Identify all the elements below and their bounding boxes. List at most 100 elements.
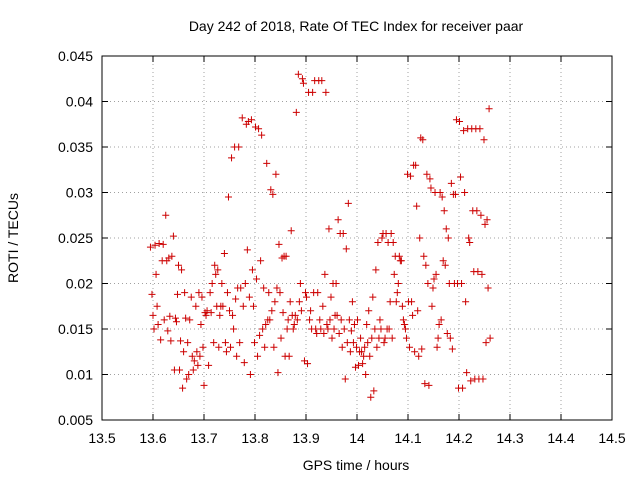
data-point (332, 280, 340, 287)
data-point (290, 320, 298, 328)
data-point (293, 316, 301, 324)
data-point (205, 361, 213, 369)
data-point (208, 280, 216, 287)
data-point (399, 316, 407, 324)
data-point (376, 316, 384, 324)
data-point (146, 243, 154, 251)
data-point (235, 143, 243, 151)
data-point (477, 211, 485, 219)
data-point (393, 289, 401, 297)
data-point (176, 366, 184, 374)
data-point (316, 316, 324, 324)
data-point (148, 290, 156, 298)
data-point (221, 339, 229, 347)
data-point (223, 289, 231, 297)
data-point (342, 245, 350, 253)
data-point (372, 266, 380, 274)
data-point (187, 293, 195, 301)
data-point (420, 252, 428, 260)
data-point (185, 371, 193, 378)
data-point (181, 289, 189, 297)
data-point (206, 289, 214, 297)
data-point (198, 293, 206, 301)
x-tick-label: 14.2 (445, 430, 472, 446)
data-point (196, 352, 204, 360)
data-point (210, 339, 218, 347)
data-point (247, 116, 255, 124)
chart-title: Day 242 of 2018, Rate Of TEC Index for r… (189, 18, 524, 34)
data-point (456, 118, 464, 126)
data-point (394, 280, 402, 287)
data-point (169, 232, 177, 240)
data-point (304, 360, 312, 368)
data-point (478, 270, 486, 278)
data-point (243, 246, 251, 254)
data-point (426, 175, 434, 183)
data-point (407, 172, 415, 180)
data-point (244, 118, 252, 126)
y-tick-label: 0.045 (58, 48, 93, 64)
data-point (373, 343, 381, 351)
data-point (365, 307, 373, 315)
data-point (254, 352, 262, 360)
data-point (385, 325, 393, 333)
data-point (220, 249, 228, 257)
x-tick-label: 13.6 (139, 430, 166, 446)
data-point (252, 123, 260, 131)
data-point (207, 309, 215, 317)
data-point (467, 377, 475, 385)
data-point (412, 161, 420, 169)
data-point (272, 170, 280, 178)
data-point (257, 257, 265, 265)
x-tick-label: 13.7 (190, 430, 217, 446)
data-point (328, 334, 336, 342)
y-tick-label: 0.015 (58, 321, 93, 337)
data-point (480, 136, 488, 144)
data-point (313, 330, 321, 338)
data-point (483, 216, 491, 224)
data-point (459, 384, 467, 392)
data-point (182, 314, 190, 322)
data-point (286, 298, 294, 306)
data-point (151, 241, 159, 249)
data-point (154, 320, 162, 328)
data-point (292, 108, 300, 116)
data-point (363, 320, 371, 328)
data-point (155, 239, 163, 247)
data-point (362, 371, 370, 378)
data-point (271, 298, 279, 306)
y-tick-label: 0.03 (66, 185, 93, 201)
data-point (330, 325, 338, 333)
data-point (377, 325, 385, 333)
data-point (479, 375, 487, 383)
data-point (195, 289, 203, 297)
data-point (370, 387, 378, 395)
data-point (462, 298, 470, 306)
data-point (317, 325, 325, 333)
data-point (437, 316, 445, 324)
data-point (369, 293, 377, 301)
data-point (159, 240, 167, 248)
data-point (245, 293, 253, 301)
data-point (335, 330, 343, 338)
data-point (299, 79, 307, 87)
data-point (461, 189, 469, 196)
data-point (266, 316, 274, 324)
data-point (486, 334, 494, 342)
data-point (238, 114, 246, 122)
axis-ticks: 13.5 13.6 13.7 13.8 13.9 14 14.1 14.2 14.3 14.4 14… (58, 48, 626, 446)
data-point (237, 284, 245, 292)
data-point (413, 202, 421, 210)
x-tick-label: 14 (349, 430, 365, 446)
x-tick-label: 14.3 (496, 430, 523, 446)
data-point (387, 229, 395, 237)
data-point (228, 154, 236, 162)
data-point (262, 320, 270, 328)
data-point (297, 307, 305, 315)
x-tick-label: 13.8 (241, 430, 268, 446)
data-point (167, 337, 175, 345)
y-tick-label: 0.005 (58, 412, 93, 428)
y-tick-label: 0.025 (58, 230, 93, 246)
data-point (248, 266, 256, 274)
